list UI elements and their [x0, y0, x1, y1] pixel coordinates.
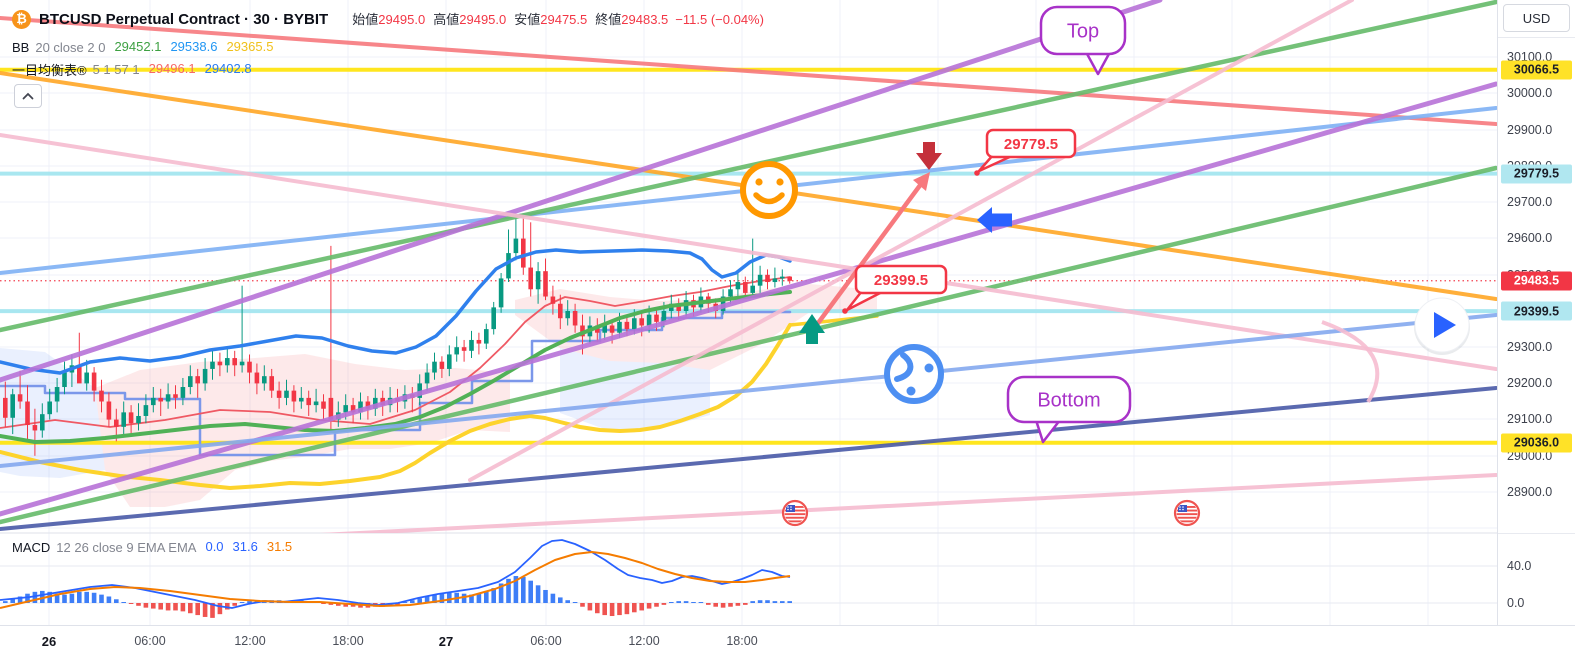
ichimoku-indicator-params: 5 1 57 1 — [92, 61, 140, 77]
bitcoin-logo-icon: ₿ — [12, 9, 31, 29]
pane-divider — [1498, 533, 1575, 534]
chevron-up-icon — [22, 92, 34, 100]
bottom-speech-bubble[interactable]: Bottom — [1006, 375, 1132, 444]
macd-value: 31.5 — [266, 539, 293, 554]
price-change: −11.5 (−0.04%) — [675, 11, 764, 27]
svg-text:29399.5: 29399.5 — [874, 272, 928, 289]
time-tick-label: 26 — [41, 634, 57, 649]
price-tick-label: 29600.0 — [1507, 231, 1553, 245]
ohlc-value: 29495.0 — [459, 12, 507, 27]
price-tick-label: 29900.0 — [1507, 123, 1553, 137]
symbol-header: ₿ BTCUSD Perpetual Contract · 30 · BYBIT… — [12, 8, 764, 30]
price-tick-label: 29100.0 — [1507, 412, 1553, 426]
ohlc-label: 高値 — [433, 12, 460, 27]
svg-text:Bottom: Bottom — [1037, 390, 1100, 412]
us-flag-sticker[interactable] — [1173, 499, 1201, 527]
macd-indicator-values: 0.0 31.6 31.5 — [196, 538, 292, 556]
ohlc-value: 29495.0 — [378, 12, 426, 27]
ohlc-label: 始値 — [352, 12, 379, 27]
bb-indicator-params: 20 close 2 0 — [35, 39, 106, 55]
price-level-badge: 30066.5 — [1501, 60, 1572, 80]
price-callout[interactable]: 29399.5 — [842, 264, 948, 314]
ichimoku-indicator-label: 一目均衡表® — [12, 62, 87, 78]
axis-separator — [1498, 37, 1575, 38]
ohlc-label: 安値 — [514, 12, 541, 27]
price-tick-label: 0.0 — [1507, 596, 1525, 610]
price-level-badge: 29483.5 — [1501, 271, 1572, 291]
play-icon — [1434, 312, 1456, 338]
ichimoku-value: 29402.8 — [204, 61, 252, 76]
ohlc-label: 終値 — [595, 12, 622, 27]
bb-value: 29538.6 — [170, 39, 218, 54]
time-tick-label: 06:00 — [134, 634, 166, 648]
time-axis[interactable]: 26 06:00 12:00 18:00 27 06:00 12:00 18:00 — [0, 625, 1575, 655]
macd-signal-line — [0, 551, 791, 609]
go-to-realtime-button[interactable] — [1414, 297, 1470, 355]
trend-line-drawings[interactable] — [0, 0, 1497, 536]
price-level-badge: 29399.5 — [1501, 301, 1572, 321]
price-level-badge: 29036.0 — [1501, 433, 1572, 453]
macd-indicator-row[interactable]: MACD 12 26 close 9 EMA EMA 0.0 31.6 31.5 — [12, 538, 292, 556]
time-tick-label: 12:00 — [628, 634, 660, 648]
bb-indicator-label: BB — [12, 39, 30, 55]
time-tick-label: 12:00 — [234, 634, 266, 648]
price-tick-label: 29000.0 — [1507, 449, 1553, 463]
ichimoku-indicator-values: 29496.1 29402.8 — [140, 60, 252, 78]
price-tick-label: 28900.0 — [1507, 485, 1553, 499]
bb-indicator-values: 29452.1 29538.6 29365.5 — [105, 38, 273, 56]
collapse-indicators-button[interactable] — [14, 84, 42, 108]
symbol-title[interactable]: BTCUSD Perpetual Contract · 30 · BYBIT — [39, 10, 329, 28]
time-tick-label: 18:00 — [726, 634, 758, 648]
ichimoku-cloud — [0, 284, 877, 507]
macd-indicator-params: 12 26 close 9 EMA EMA — [56, 539, 197, 555]
macd-indicator-label: MACD — [12, 539, 51, 555]
currency-toggle-button[interactable]: USD — [1503, 4, 1570, 32]
smiley-face-sticker[interactable] — [740, 161, 798, 219]
price-pane — [0, 0, 1497, 536]
left-arrow-marker[interactable] — [977, 207, 1012, 233]
bb-value: 29452.1 — [114, 39, 162, 54]
time-tick-label: 06:00 — [530, 634, 562, 648]
time-tick-label: 27 — [438, 634, 454, 649]
bb-lower — [0, 323, 792, 490]
ichimoku-indicator-row[interactable]: 一目均衡表® 5 1 57 1 29496.1 29402.8 — [12, 60, 252, 78]
down-arrow-marker[interactable] — [916, 142, 942, 170]
bb-basis — [0, 290, 792, 444]
svg-text:29779.5: 29779.5 — [1004, 136, 1058, 153]
ohlc-value: 29483.5 — [621, 12, 669, 27]
svg-text:Top: Top — [1067, 21, 1099, 43]
price-tick-label: 29200.0 — [1507, 376, 1553, 390]
up-arrow-marker[interactable] — [799, 314, 825, 344]
price-level-badge: 29779.5 — [1501, 164, 1572, 184]
us-flag-sticker[interactable] — [781, 499, 809, 527]
bb-value: 29365.5 — [226, 39, 274, 54]
bb-upper — [0, 248, 792, 375]
dizzy-face-sticker[interactable] — [884, 344, 944, 404]
price-tick-label: 29700.0 — [1507, 195, 1553, 209]
macd-pane — [0, 539, 792, 618]
drawing-annotations[interactable]: Top Bottom 29779.5 29399.5 — [740, 5, 1470, 527]
macd-value: 0.0 — [205, 539, 224, 554]
ichimoku-value: 29496.1 — [148, 61, 196, 76]
price-tick-label: 40.0 — [1507, 559, 1532, 573]
ohlc-value: 29475.5 — [540, 12, 588, 27]
price-tick-label: 29300.0 — [1507, 340, 1553, 354]
price-tick-label: 30000.0 — [1507, 86, 1553, 100]
price-callout[interactable]: 29779.5 — [974, 128, 1077, 176]
ohlc-values: 始値29495.0 高値29495.0 安値29475.5 終値29483.5 — [344, 9, 668, 29]
time-tick-label: 18:00 — [332, 634, 364, 648]
top-speech-bubble[interactable]: Top — [1039, 5, 1127, 76]
bb-indicator-row[interactable]: BB 20 close 2 0 29452.1 29538.6 29365.5 — [12, 38, 273, 56]
ichimoku-tenkan — [0, 276, 791, 429]
trend-arrow-drawing[interactable] — [807, 172, 930, 337]
indicator-lines-over — [0, 248, 879, 490]
macd-value: 31.6 — [232, 539, 258, 554]
price-axis[interactable]: USD 30100.030000.029900.029800.029700.02… — [1497, 0, 1575, 625]
